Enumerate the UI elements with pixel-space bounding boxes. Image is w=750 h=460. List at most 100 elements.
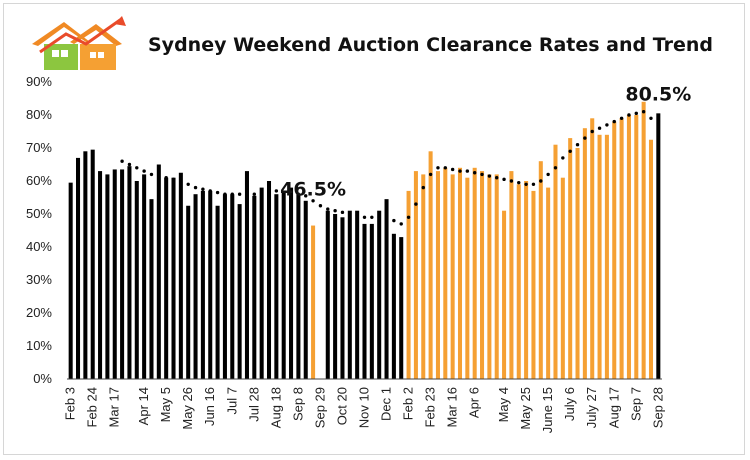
trend-point <box>193 185 198 190</box>
bar-black <box>384 199 389 379</box>
trend-point <box>634 111 638 116</box>
x-tick-label: Sep 8 <box>290 387 305 421</box>
bar-orange <box>413 171 418 379</box>
bar-black <box>347 210 352 379</box>
x-tick-label: Jun 16 <box>202 387 217 426</box>
bar-black <box>340 217 345 379</box>
trend-point <box>230 192 234 196</box>
bar-black <box>325 210 330 379</box>
bar-orange <box>450 174 455 379</box>
bar-black <box>127 166 132 379</box>
bar-orange <box>524 181 529 379</box>
trend-point <box>406 215 411 219</box>
trend-point <box>274 189 279 193</box>
trend-point <box>421 185 425 190</box>
value-annotation: 80.5% <box>625 83 691 105</box>
y-tick-label: 20% <box>26 305 52 320</box>
bar-black <box>156 164 161 379</box>
bar-black <box>186 205 191 379</box>
bar-black <box>244 171 249 379</box>
bar-black <box>281 190 286 379</box>
trend-point <box>142 169 146 173</box>
bar-orange <box>575 148 580 379</box>
bar-black <box>252 195 257 379</box>
bar-black <box>377 210 382 379</box>
bar-black <box>112 169 117 379</box>
y-tick-label: 70% <box>26 140 52 155</box>
trend-point <box>267 189 271 193</box>
bar-orange <box>582 128 587 379</box>
bar-orange <box>428 151 433 379</box>
x-tick-label: May 5 <box>158 387 173 422</box>
bar-orange <box>421 174 426 379</box>
bar-black <box>149 199 154 379</box>
bar-orange <box>531 190 536 379</box>
x-tick-label: Jul 7 <box>224 387 239 414</box>
bar-orange <box>311 225 316 379</box>
trend-point <box>201 187 205 191</box>
x-tick-label: Sep 7 <box>628 387 643 421</box>
bar-orange <box>516 184 521 379</box>
trend-point <box>311 199 315 203</box>
bar-orange <box>502 210 507 379</box>
house-chart-logo-icon <box>30 14 140 79</box>
trend-point <box>186 182 190 186</box>
bar-black <box>237 204 242 379</box>
y-tick-label: 50% <box>26 206 52 221</box>
trend-point <box>443 166 448 170</box>
trend-point <box>472 171 477 175</box>
x-tick-label: Dec 1 <box>379 387 394 421</box>
trend-point <box>612 119 616 124</box>
bar-black <box>83 151 88 379</box>
x-tick-label: Sep 29 <box>312 387 327 428</box>
trend-point <box>120 159 124 163</box>
bar-black <box>656 113 661 379</box>
trend-point <box>619 116 624 121</box>
trend-point <box>237 192 242 196</box>
bar-black <box>215 205 220 379</box>
x-tick-label: Apr 6 <box>467 387 482 418</box>
x-tick-label: Apr 14 <box>136 387 151 425</box>
bar-orange <box>472 167 477 379</box>
bar-orange <box>553 144 558 379</box>
bar-black <box>266 181 272 379</box>
trend-point <box>370 215 374 219</box>
bar-orange <box>604 134 609 379</box>
trend-point <box>656 119 661 124</box>
trend-point <box>326 207 330 211</box>
x-tick-label: June 15 <box>540 387 555 433</box>
x-tick-label: Oct 20 <box>334 387 349 425</box>
trend-point <box>157 174 161 178</box>
bar-black <box>222 194 227 379</box>
trend-point <box>164 176 168 180</box>
y-tick-label: 60% <box>26 173 52 188</box>
trend-point <box>296 192 301 196</box>
y-tick-label: 30% <box>26 272 52 287</box>
trend-point <box>561 156 565 160</box>
bar-black <box>105 174 110 379</box>
bar-black <box>200 190 205 379</box>
bar-black <box>289 187 294 379</box>
trend-point <box>531 182 536 186</box>
bar-black <box>369 223 374 379</box>
bar-black <box>193 194 198 379</box>
bar-orange <box>568 138 573 379</box>
bar-black <box>120 169 125 379</box>
trend-point <box>281 190 286 195</box>
bar-black <box>333 214 338 379</box>
trend-point <box>384 217 389 221</box>
x-tick-label: May 25 <box>518 387 533 430</box>
bar-orange <box>641 101 646 380</box>
bar-black <box>178 172 183 379</box>
trend-point <box>524 182 528 186</box>
y-tick-label: 80% <box>26 107 52 122</box>
trend-point <box>414 202 418 206</box>
bar-black <box>303 200 308 379</box>
trend-point <box>458 169 462 173</box>
bar-orange <box>435 171 440 379</box>
trend-point <box>127 162 132 167</box>
trend-point <box>627 113 631 117</box>
trend-point <box>355 213 359 218</box>
bar-orange <box>538 161 543 379</box>
trend-point <box>392 218 396 223</box>
